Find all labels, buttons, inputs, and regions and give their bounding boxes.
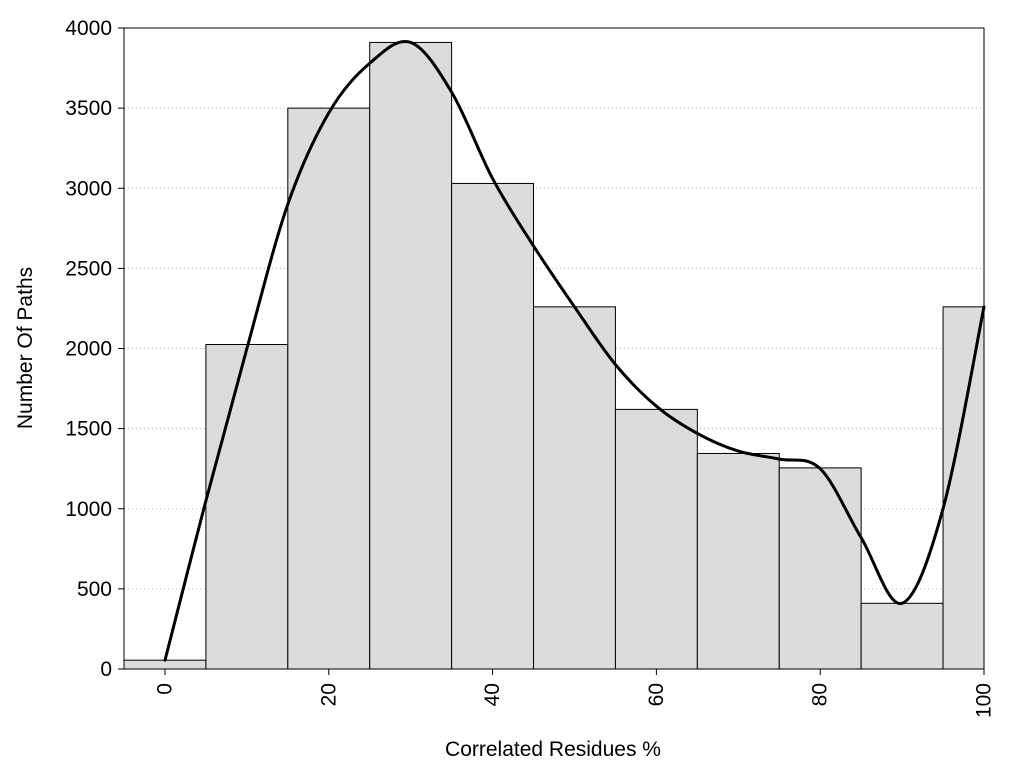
y-tick-label: 500 — [77, 578, 112, 601]
bar — [287, 107, 371, 670]
bar — [860, 602, 944, 670]
y-tick-label: 3000 — [65, 177, 112, 200]
x-tick-label: 20 — [317, 683, 340, 706]
bar — [696, 452, 780, 670]
x-tick-label: 80 — [809, 683, 832, 706]
y-tick-label: 2000 — [65, 338, 112, 361]
y-axis-label: Number Of Paths — [14, 267, 37, 429]
bars-group — [123, 41, 985, 670]
x-tick-label: 100 — [973, 683, 996, 718]
y-tick-label: 3500 — [65, 97, 112, 120]
y-axis: 0 500 1000 1500 2000 2500 3000 3500 4000 — [65, 17, 124, 681]
smooth-curve — [163, 39, 986, 662]
x-tick-label: 60 — [645, 683, 668, 706]
x-tick-label: 0 — [153, 683, 176, 695]
bar — [369, 41, 453, 670]
y-tick-label: 4000 — [65, 17, 112, 40]
bar — [614, 408, 698, 670]
x-axis: 0 20 40 60 80 100 — [153, 669, 996, 718]
y-tick-label: 1500 — [65, 418, 112, 441]
bar — [778, 467, 862, 670]
y-tick-label: 0 — [100, 658, 112, 681]
x-axis-label: Correlated Residues % — [445, 738, 661, 761]
x-tick-label: 40 — [481, 683, 504, 706]
y-tick-label: 1000 — [65, 498, 112, 521]
bar — [451, 182, 535, 670]
y-tick-label: 2500 — [65, 257, 112, 280]
bar — [533, 306, 616, 670]
bar — [205, 343, 289, 670]
